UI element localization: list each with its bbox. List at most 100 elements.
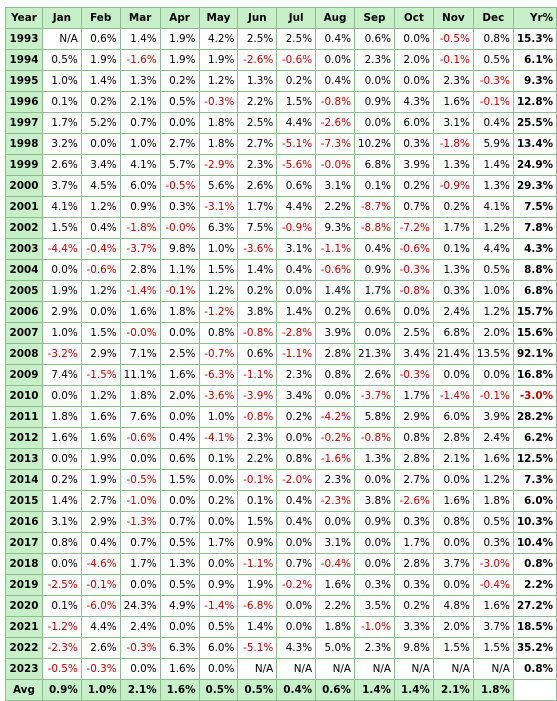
month-value-cell: 0.2%	[276, 70, 317, 92]
table-row: 2015 1.4% 2.7% -1.0% 0.0% 0.2% 0.1% 0.4% -2.3% 3.…	[5, 490, 557, 512]
year-total-cell: 6.0%	[512, 490, 557, 512]
table-footer: Avg 0.9% 1.0% 2.1% 1.6% 0.5% 0.5% 0.4% 0.6% 1.4% 1…	[5, 679, 557, 701]
month-value-cell: -0.4%	[315, 553, 355, 575]
month-value-cell: 0.0%	[393, 28, 434, 50]
column-header-jun: Jun	[237, 7, 278, 29]
column-header-oct: Oct	[393, 7, 434, 29]
month-value-cell: 1.6%	[119, 301, 161, 323]
month-value-cell: 2.9%	[41, 301, 82, 323]
table-row: 2017 0.8% 0.4% 0.7% 0.5% 1.7% 0.9% 0.0% 3.1% 0.0%…	[5, 532, 557, 554]
month-value-cell: 2.3%	[315, 469, 355, 491]
year-total-cell: 6.8%	[512, 280, 557, 302]
month-value-cell: 3.7%	[41, 175, 82, 197]
month-value-cell: 0.2%	[198, 490, 239, 512]
month-value-cell: 0.0%	[159, 490, 200, 512]
year-total-cell: 0.8%	[512, 658, 557, 680]
column-header-year: Year	[5, 7, 43, 29]
month-value-cell: 0.2%	[393, 595, 434, 617]
average-value-cell: 0.9%	[41, 679, 82, 701]
month-value-cell: 0.2%	[237, 280, 278, 302]
month-value-cell: 0.3%	[159, 196, 200, 218]
table-row: 2021 -1.2% 4.4% 2.4% 0.0% 0.5% 1.4% 0.0% 1.8% -1.…	[5, 616, 557, 638]
month-value-cell: 0.1%	[237, 490, 278, 512]
average-value-cell: 1.6%	[159, 679, 200, 701]
month-value-cell: 4.4%	[276, 196, 317, 218]
month-value-cell: 0.4%	[276, 259, 317, 281]
month-value-cell: -1.2%	[198, 301, 239, 323]
month-value-cell: 0.9%	[237, 532, 278, 554]
month-value-cell: 3.1%	[432, 112, 474, 134]
month-value-cell: 7.4%	[41, 364, 82, 386]
year-total-cell: 7.8%	[512, 217, 557, 239]
average-value-cell: 0.6%	[315, 679, 355, 701]
month-value-cell: 1.3%	[159, 553, 200, 575]
month-value-cell: 0.0%	[276, 595, 317, 617]
month-value-cell: 0.3%	[353, 574, 395, 596]
year-total-cell: 12.8%	[512, 91, 557, 113]
month-value-cell: 2.2%	[315, 595, 355, 617]
month-value-cell: 0.5%	[472, 49, 514, 71]
month-value-cell: 1.9%	[159, 28, 200, 50]
month-value-cell: 4.1%	[119, 154, 161, 176]
month-value-cell: 4.3%	[393, 91, 434, 113]
month-value-cell: 2.1%	[119, 91, 161, 113]
month-value-cell: 3.7%	[432, 553, 474, 575]
month-value-cell: 0.8%	[472, 28, 514, 50]
average-value-cell: 1.8%	[472, 679, 514, 701]
year-total-cell: 13.4%	[512, 133, 557, 155]
month-value-cell: -2.6%	[237, 49, 278, 71]
month-value-cell: 2.4%	[119, 616, 161, 638]
month-value-cell: 0.5%	[159, 91, 200, 113]
year-cell: 1999	[5, 154, 43, 176]
month-value-cell: 0.8%	[198, 322, 239, 344]
column-header-yr: Yr%	[512, 7, 557, 29]
month-value-cell: -0.4%	[80, 238, 121, 260]
month-value-cell: -2.3%	[41, 637, 82, 659]
month-value-cell: 1.7%	[198, 532, 239, 554]
month-value-cell: 0.0%	[41, 385, 82, 407]
month-value-cell: 6.3%	[198, 217, 239, 239]
year-total-cell: 28.2%	[512, 406, 557, 428]
month-value-cell: -7.2%	[393, 217, 434, 239]
month-value-cell: 2.8%	[393, 553, 434, 575]
month-value-cell: 1.7%	[353, 280, 395, 302]
month-value-cell: 1.2%	[472, 301, 514, 323]
month-value-cell: 4.4%	[276, 112, 317, 134]
month-value-cell: 0.8%	[432, 511, 474, 533]
month-value-cell: -1.0%	[353, 616, 395, 638]
month-value-cell: -0.0%	[159, 217, 200, 239]
month-value-cell: -5.1%	[237, 637, 278, 659]
year-cell: 2006	[5, 301, 43, 323]
month-value-cell: -0.8%	[353, 427, 395, 449]
month-value-cell: 1.3%	[432, 259, 474, 281]
month-value-cell: -0.4%	[472, 574, 514, 596]
month-value-cell: 0.5%	[198, 616, 239, 638]
month-value-cell: 2.7%	[237, 133, 278, 155]
month-value-cell: -1.6%	[119, 49, 161, 71]
month-value-cell: 1.9%	[159, 49, 200, 71]
month-value-cell: -1.4%	[198, 595, 239, 617]
month-value-cell: 0.7%	[159, 511, 200, 533]
month-value-cell: 0.2%	[432, 196, 474, 218]
month-value-cell: 7.5%	[237, 217, 278, 239]
month-value-cell: 6.0%	[432, 406, 474, 428]
month-value-cell: -3.1%	[198, 196, 239, 218]
month-value-cell: 3.7%	[472, 616, 514, 638]
year-cell: 2010	[5, 385, 43, 407]
month-value-cell: 4.3%	[276, 637, 317, 659]
month-value-cell: -0.3%	[393, 259, 434, 281]
month-value-cell: -0.5%	[432, 28, 474, 50]
month-value-cell: 0.2%	[80, 91, 121, 113]
month-value-cell: 3.8%	[353, 490, 395, 512]
table-row: 1993 N/A 0.6% 1.4% 1.9% 4.2% 2.5% 2.5% 0.4% 0.6% 0…	[5, 28, 557, 50]
month-value-cell: 0.7%	[119, 112, 161, 134]
year-total-cell: 6.2%	[512, 427, 557, 449]
month-value-cell: 4.8%	[432, 595, 474, 617]
year-cell: 2012	[5, 427, 43, 449]
year-cell: 1998	[5, 133, 43, 155]
year-cell: 2021	[5, 616, 43, 638]
month-value-cell: -3.9%	[237, 385, 278, 407]
month-value-cell: 1.4%	[472, 154, 514, 176]
month-value-cell: 6.0%	[119, 175, 161, 197]
table-row: 2007 1.0% 1.5% -0.0% 0.0% 0.8% -0.8% -2.8% 3.9% 0…	[5, 322, 557, 344]
